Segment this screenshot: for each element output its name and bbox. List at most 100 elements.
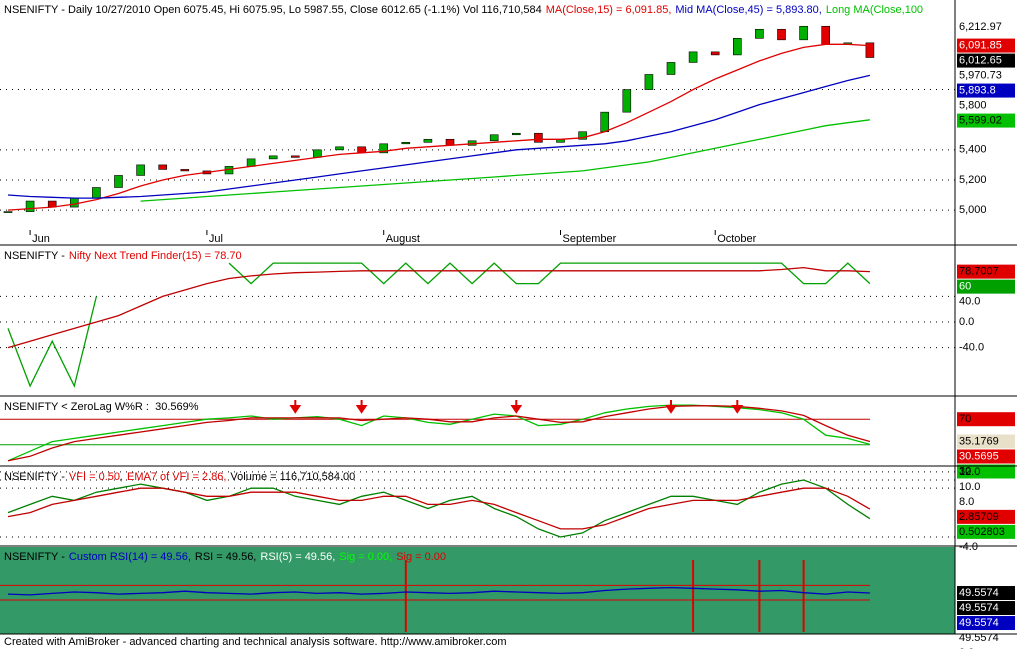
candle bbox=[180, 169, 190, 172]
value-marker: 5,893.8 bbox=[959, 84, 996, 96]
y-tick-label: 0.0 bbox=[959, 316, 974, 328]
title-part: Sig = 0.00 bbox=[396, 551, 446, 563]
candle bbox=[246, 158, 256, 167]
candle bbox=[114, 175, 123, 188]
candle bbox=[732, 38, 742, 56]
marker-box bbox=[957, 68, 1015, 83]
sell-arrow bbox=[665, 400, 677, 414]
title-part: Volume = 116,710,584.00 bbox=[230, 471, 355, 483]
value-marker: 2.85709 bbox=[959, 511, 999, 523]
footer: Created with AmiBroker - advanced charti… bbox=[4, 636, 507, 648]
value-marker: 70 bbox=[959, 413, 971, 425]
candle bbox=[268, 155, 278, 160]
series-line bbox=[7, 266, 870, 349]
candle bbox=[401, 141, 411, 145]
candle bbox=[644, 74, 654, 90]
value-marker: 30.5695 bbox=[959, 450, 999, 462]
title-part: Long MA(Close,100 bbox=[826, 4, 923, 16]
value-marker: 6,012.65 bbox=[959, 54, 1002, 66]
title-part: Sig = 0.00, bbox=[339, 551, 392, 563]
series-line bbox=[140, 119, 870, 202]
y-tick-label: 5,000 bbox=[959, 204, 987, 216]
candle bbox=[136, 164, 145, 176]
marker-box bbox=[957, 464, 1015, 479]
marker-box bbox=[957, 20, 1015, 35]
value-marker: 30 bbox=[959, 465, 971, 477]
marker-box bbox=[957, 449, 1015, 464]
candle bbox=[865, 42, 875, 58]
marker-box bbox=[957, 509, 1015, 524]
title-part: Mid MA(Close,45) = 5,893.80, bbox=[675, 4, 821, 16]
pane-title: NSENIFTY - Daily 10/27/2010 Open 6075.45… bbox=[4, 4, 923, 16]
candle bbox=[799, 25, 808, 41]
value-marker: 49.5574 bbox=[959, 587, 999, 599]
y-tick-label: 8.0 bbox=[959, 496, 974, 508]
y-tick-label: 40.0 bbox=[959, 296, 980, 308]
title-part: VFI = 0.50, bbox=[69, 471, 123, 483]
marker-box bbox=[957, 279, 1015, 294]
candle bbox=[578, 131, 587, 140]
x-tick-label: October bbox=[717, 233, 756, 245]
candle bbox=[534, 132, 543, 143]
title-part: Nifty Next Trend Finder(15) = 78.70 bbox=[69, 250, 242, 262]
value-marker: 5,599.02 bbox=[959, 114, 1002, 126]
title-part: NSENIFTY < ZeroLag W%R : 30.569% bbox=[4, 401, 199, 413]
candle bbox=[710, 51, 720, 56]
value-marker: 49.5574 bbox=[959, 617, 999, 629]
pane-background bbox=[0, 547, 955, 634]
value-marker: 0.502803 bbox=[959, 526, 1005, 538]
sell-arrow bbox=[731, 400, 744, 414]
candle bbox=[3, 211, 13, 213]
candle bbox=[379, 143, 389, 154]
marker-box bbox=[957, 434, 1015, 449]
candle bbox=[688, 51, 698, 63]
candle bbox=[70, 197, 79, 208]
title-part: RSI(5) = 49.56, bbox=[260, 551, 335, 563]
marker-box bbox=[957, 113, 1015, 128]
candle bbox=[357, 146, 366, 154]
candle bbox=[290, 155, 300, 158]
y-tick-label: 5,800 bbox=[959, 99, 987, 111]
pane-title: NSENIFTY - VFI = 0.50, EMA7 of VFI = 2.86,… bbox=[4, 471, 355, 483]
marker-box bbox=[957, 586, 1015, 601]
title-part: EMA7 of VFI = 2.86, bbox=[127, 471, 226, 483]
candle bbox=[489, 134, 499, 142]
marker-box bbox=[957, 412, 1015, 427]
candle bbox=[445, 138, 455, 146]
title-part: MA(Close,15) = 6,091.85, bbox=[546, 4, 672, 16]
marker-box bbox=[957, 616, 1015, 631]
x-tick-label: Jun bbox=[32, 233, 50, 245]
pane-title: NSENIFTY - Nifty Next Trend Finder(15) = … bbox=[4, 250, 242, 262]
marker-box bbox=[957, 264, 1015, 279]
candle bbox=[600, 111, 610, 133]
marker-box bbox=[957, 38, 1015, 53]
candle bbox=[25, 200, 35, 212]
title-part: NSENIFTY - bbox=[4, 471, 65, 483]
candle bbox=[821, 25, 831, 45]
value-marker: 60 bbox=[959, 281, 971, 293]
y-tick-label: -40.0 bbox=[959, 342, 984, 354]
y-tick-label: 12.0 bbox=[959, 466, 980, 478]
title-part: RSI = 49.56, bbox=[195, 551, 256, 563]
title-part: NSENIFTY - bbox=[4, 250, 65, 262]
title-part: Custom RSI(14) = 49.56, bbox=[69, 551, 191, 563]
candle bbox=[158, 164, 167, 170]
marker-box bbox=[957, 83, 1015, 98]
candle bbox=[622, 89, 632, 113]
y-tick-label: 0.0 bbox=[959, 647, 974, 649]
value-marker: 35.1769 bbox=[959, 435, 999, 447]
candle bbox=[313, 149, 322, 158]
series-line bbox=[7, 74, 871, 199]
series-line bbox=[7, 404, 871, 462]
value-marker: 49.5574 bbox=[959, 602, 999, 614]
series-line bbox=[7, 43, 870, 211]
candle bbox=[423, 138, 433, 143]
y-tick-label: -4.0 bbox=[959, 541, 978, 553]
x-tick-label: September bbox=[563, 233, 617, 245]
sell-arrow bbox=[510, 400, 523, 414]
x-tick-label: August bbox=[386, 233, 420, 245]
marker-box bbox=[957, 53, 1015, 68]
value-marker: 49.5574 bbox=[959, 632, 999, 644]
